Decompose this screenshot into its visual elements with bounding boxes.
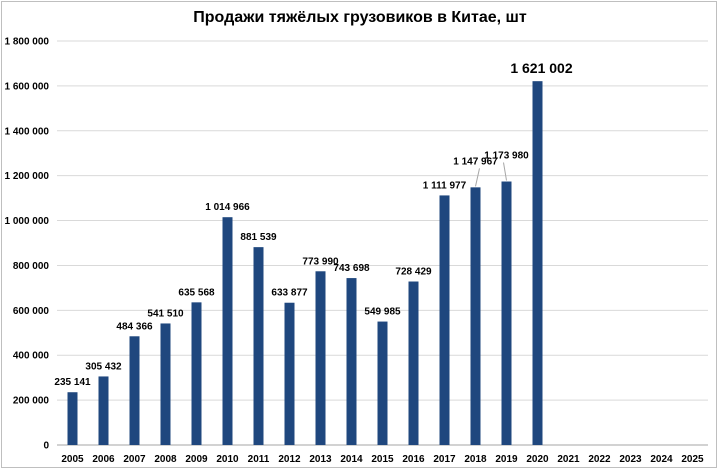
x-tick-label: 2011 xyxy=(248,454,270,465)
bar-2011 xyxy=(253,247,264,445)
y-tick-label: 1 600 000 xyxy=(5,81,50,92)
x-tick-label: 2007 xyxy=(123,454,146,465)
y-axis-ticks: 0 200 000 400 000 600 000 800 000 1 000 000 1 … xyxy=(5,37,50,452)
x-tick-label: 2016 xyxy=(402,454,425,465)
data-label-2006: 305 432 xyxy=(85,361,122,372)
bar-2012 xyxy=(284,302,295,445)
x-tick-label: 2024 xyxy=(650,454,673,465)
bar-2009 xyxy=(191,302,202,445)
data-label-2012: 633 877 xyxy=(271,288,308,299)
data-label-2018: 1 147 967 xyxy=(453,156,498,167)
x-tick-label: 2018 xyxy=(464,454,487,465)
x-tick-label: 2021 xyxy=(557,454,580,465)
x-tick-label: 2025 xyxy=(681,454,704,465)
bar-2020 xyxy=(532,81,543,445)
y-tick-label: 0 xyxy=(43,441,49,452)
x-tick-label: 2005 xyxy=(61,454,84,465)
y-tick-label: 200 000 xyxy=(13,396,50,407)
bar-2016 xyxy=(408,281,419,445)
bar-2007 xyxy=(129,336,140,445)
data-label-2013: 773 990 xyxy=(302,256,339,267)
leader-line-2018 xyxy=(475,168,480,187)
leader-lines xyxy=(475,162,507,187)
data-label-2015: 549 985 xyxy=(364,307,401,318)
data-label-2014: 743 698 xyxy=(333,263,370,274)
bar-2006 xyxy=(98,376,109,445)
data-label-2019: 1 173 980 xyxy=(484,151,529,162)
data-label-2008: 541 510 xyxy=(147,308,184,319)
x-tick-label: 2014 xyxy=(340,454,363,465)
data-label-2016: 728 429 xyxy=(395,267,432,278)
x-tick-label: 2022 xyxy=(588,454,611,465)
y-tick-label: 1 000 000 xyxy=(5,216,50,227)
y-tick-label: 600 000 xyxy=(13,306,50,317)
x-tick-label: 2013 xyxy=(309,454,332,465)
x-tick-label: 2019 xyxy=(495,454,518,465)
bar-2019 xyxy=(501,181,512,445)
y-tick-label: 1 800 000 xyxy=(5,37,50,48)
chart-title: Продажи тяжёлых грузовиков в Китае, шт xyxy=(193,9,527,26)
x-tick-label: 2009 xyxy=(185,454,208,465)
bar-2014 xyxy=(346,278,357,445)
bar-2018 xyxy=(470,187,481,445)
data-label-2020: 1 621 002 xyxy=(510,60,572,76)
data-label-2010: 1 014 966 xyxy=(205,202,250,213)
data-label-2007: 484 366 xyxy=(116,321,153,332)
bars xyxy=(67,81,543,445)
x-tick-label: 2010 xyxy=(216,454,239,465)
data-label-2009: 635 568 xyxy=(178,287,215,298)
y-tick-label: 800 000 xyxy=(13,261,50,272)
data-label-2011: 881 539 xyxy=(240,232,277,243)
data-labels: 235 141 305 432 484 366 541 510 635 568 1 014… xyxy=(54,60,572,388)
x-tick-label: 2023 xyxy=(619,454,642,465)
data-label-2005: 235 141 xyxy=(54,377,91,388)
y-tick-label: 1 200 000 xyxy=(5,171,50,182)
bar-2010 xyxy=(222,217,233,445)
x-tick-label: 2008 xyxy=(154,454,177,465)
bar-2015 xyxy=(377,321,388,445)
x-axis-ticks: 2005 2006 2007 2008 2009 2010 2011 2012 2013 2014… xyxy=(61,454,704,465)
x-tick-label: 2015 xyxy=(371,454,394,465)
y-tick-label: 1 400 000 xyxy=(5,126,50,137)
bar-2008 xyxy=(160,323,171,445)
x-tick-label: 2017 xyxy=(433,454,456,465)
leader-line-2019 xyxy=(503,162,507,181)
bar-2013 xyxy=(315,271,326,445)
bar-2005 xyxy=(67,392,78,445)
x-tick-label: 2020 xyxy=(526,454,549,465)
bar-2017 xyxy=(439,195,450,445)
y-tick-label: 400 000 xyxy=(13,351,50,362)
data-label-2017: 1 111 977 xyxy=(423,180,467,191)
x-tick-label: 2006 xyxy=(92,454,115,465)
x-tick-label: 2012 xyxy=(278,454,301,465)
